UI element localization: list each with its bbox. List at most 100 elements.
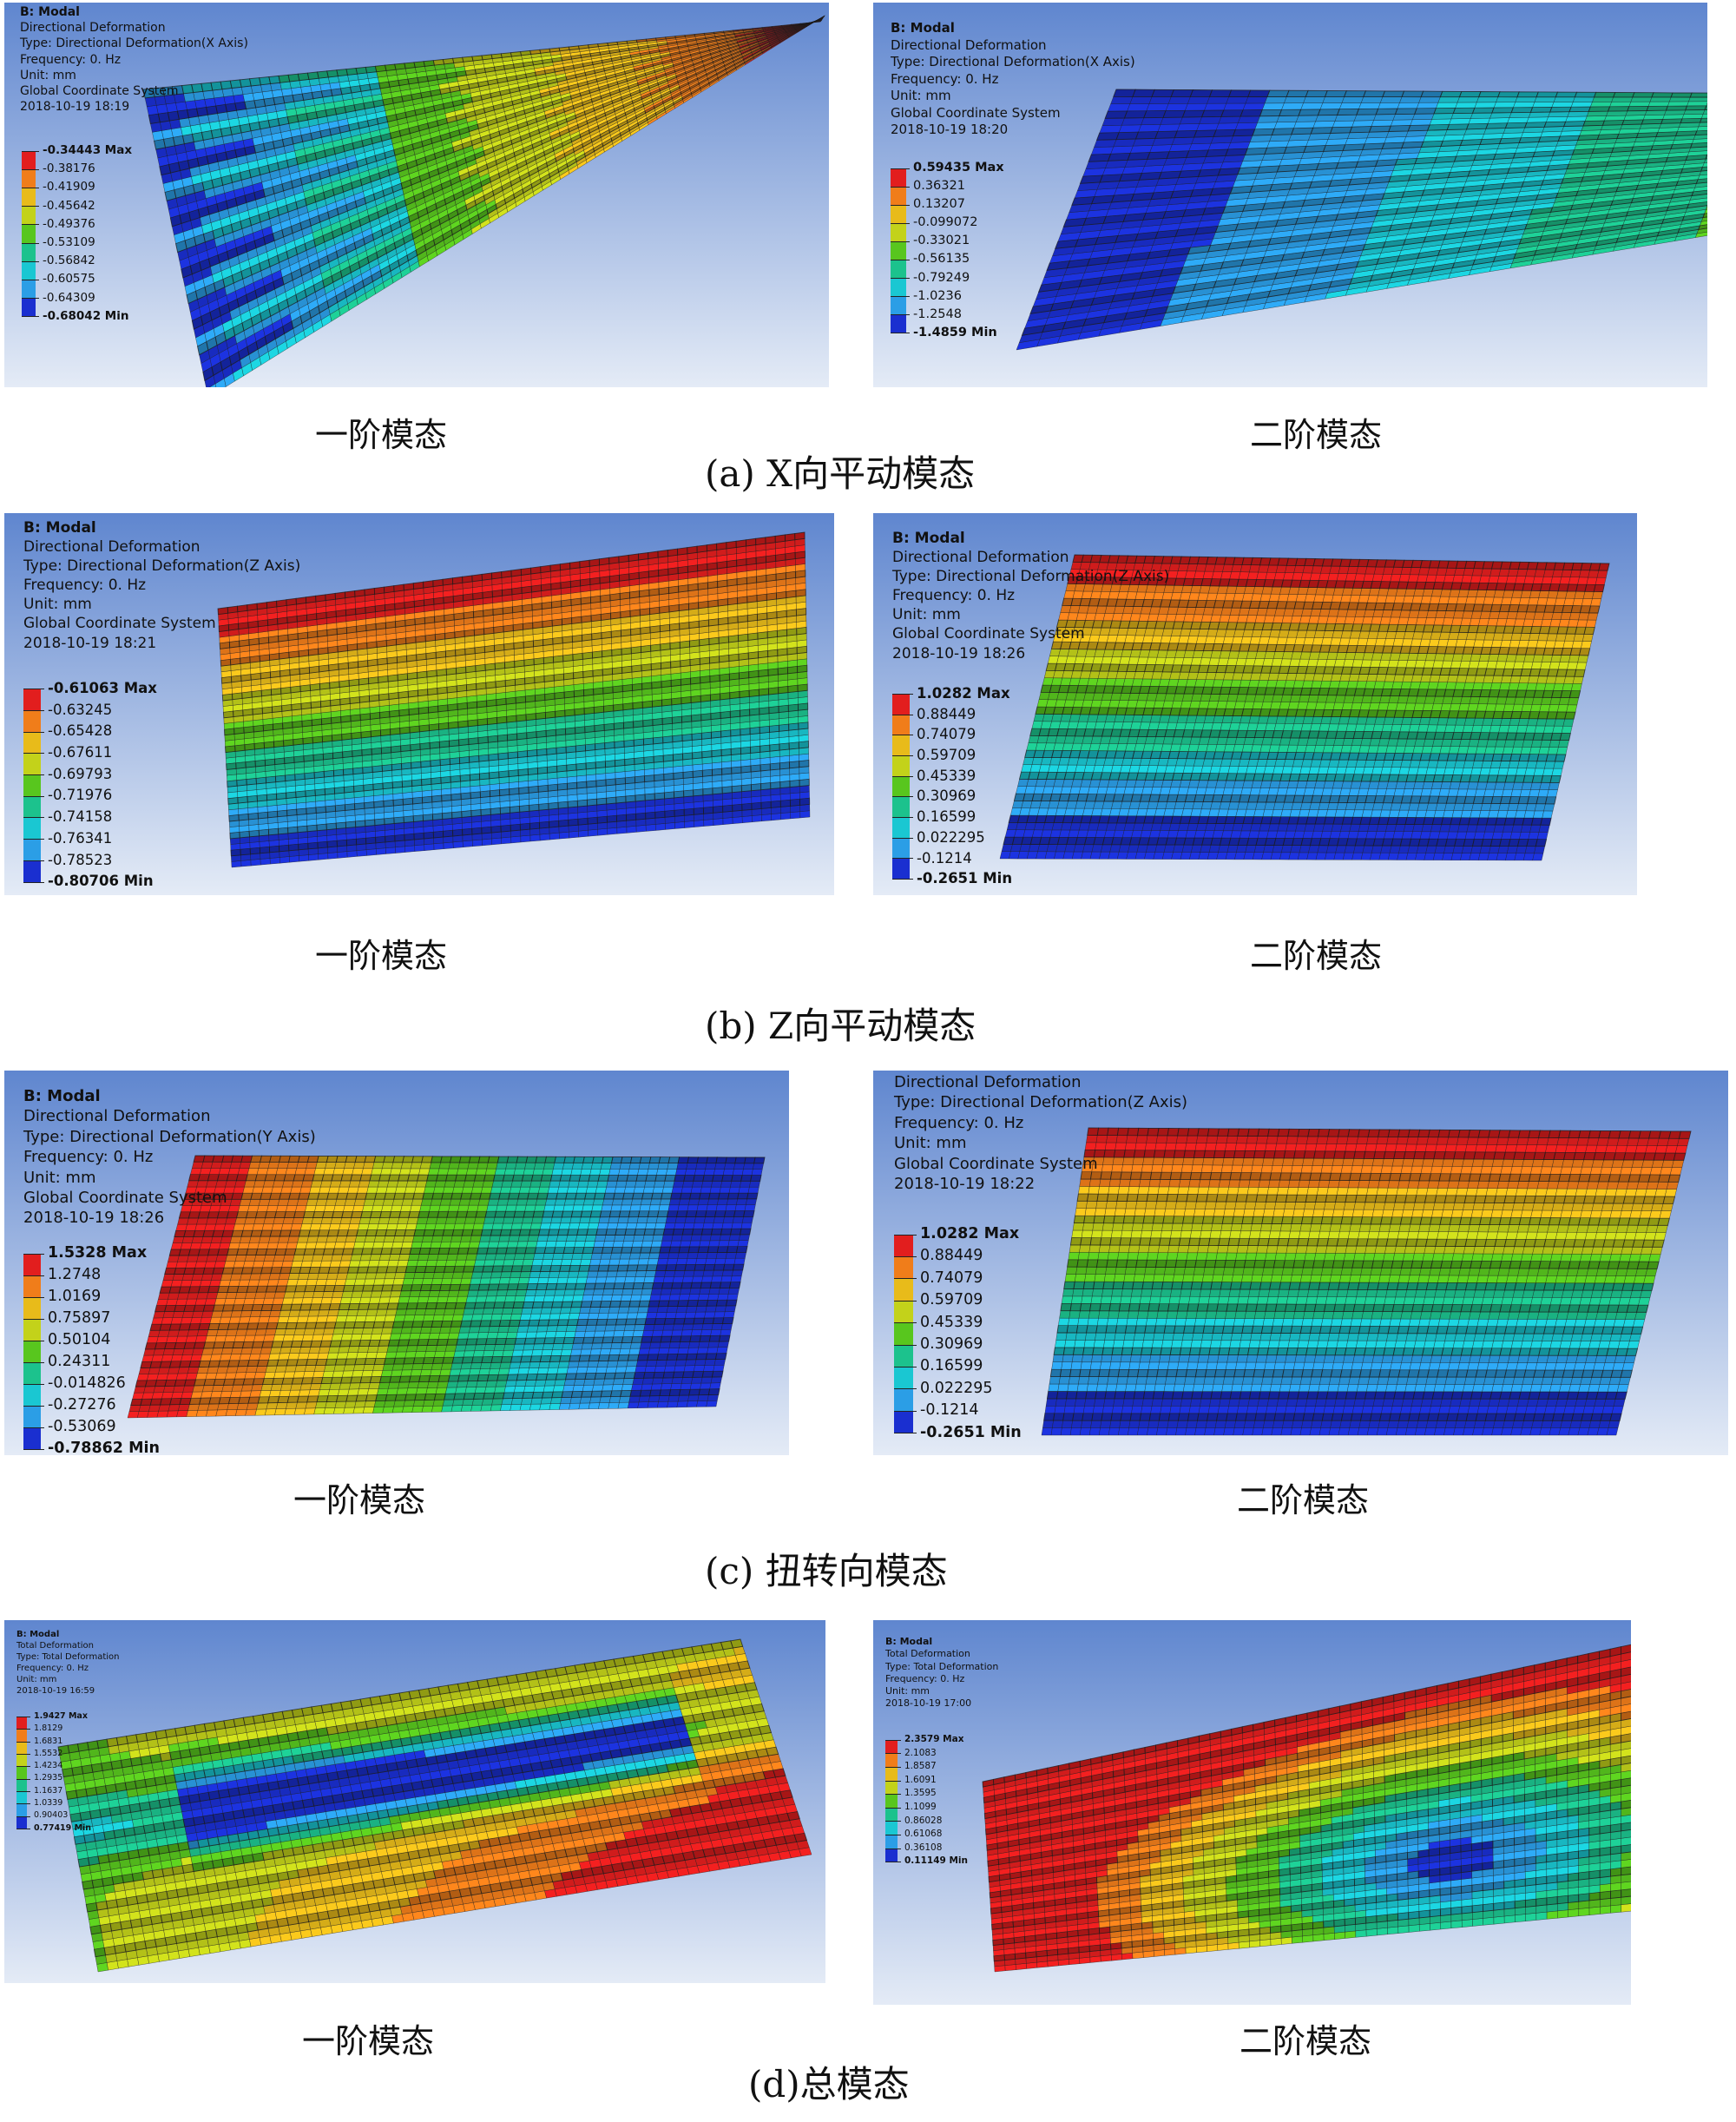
legend-swatch [23,1383,41,1406]
legend-swatch [885,1753,898,1767]
legend-swatch [891,186,906,205]
panel-b2: B: Modal Directional Deformation Type: Dir… [873,513,1637,895]
header-line: B: Modal [23,1086,316,1106]
panel-b1: B: Modal Directional Deformation Type: Dir… [4,513,834,895]
legend-label: -0.60575 [43,270,95,288]
legend-label: -0.41909 [43,178,95,196]
result-header: B: Modal Directional Deformation Type: Dir… [892,529,1169,663]
legend-swatch [16,1778,27,1791]
legend-swatch [891,296,906,315]
legend-tick [885,1780,901,1782]
legend-tick [23,839,44,840]
fea-viewport [4,1620,825,1983]
legend-tick [22,316,39,318]
header-line: B: Modal [16,1629,120,1640]
legend-tick [891,278,910,280]
legend-label: -0.63245 [48,700,112,722]
legend-tick [894,1322,917,1324]
legend-swatch [892,796,910,817]
result-header: B: Modal Directional Deformation Type: Dir… [23,1086,316,1229]
panel-c2: Directional Deformation Type: Directional… [873,1071,1728,1455]
legend-swatch [891,260,906,279]
legend-tick [891,241,910,242]
legend-swatch [23,839,41,860]
legend-swatch [891,314,906,333]
legend-label: 2.3579 Max [904,1733,963,1747]
legend-swatch [23,689,41,711]
legend-label: 1.8129 [34,1723,62,1735]
legend-swatch [892,755,910,776]
header-line: Global Coordinate System [894,1154,1187,1174]
legend-label: -0.65428 [48,721,112,742]
header-line: Directional Deformation [23,1106,316,1126]
legend-tick [894,1300,917,1302]
header-line: Global Coordinate System [891,105,1135,122]
legend-label: 0.59709 [917,745,976,766]
legend-swatch [894,1300,913,1323]
legend-tick [885,1821,901,1822]
legend-label: 1.0282 Max [917,683,1010,704]
result-header: B: Modal Total Deformation Type: Total Def… [16,1629,120,1697]
legend-tick [894,1278,917,1280]
deformation-mesh [57,1638,812,1973]
legend-label: -0.34443 Max [43,142,132,160]
result-header: B: Modal Directional Deformation Type: Dir… [23,518,300,653]
header-line: Type: Directional Deformation(Y Axis) [23,1127,316,1147]
legend-label: -0.53069 [48,1416,116,1438]
header-line: 2018-10-19 18:20 [891,122,1135,139]
legend-label: 1.9427 Max [34,1710,88,1723]
legend-label: -0.69793 [48,764,112,786]
header-line: Total Deformation [885,1648,998,1660]
legend-tick [885,1794,901,1796]
legend-tick [23,860,44,861]
legend-swatch [23,817,41,840]
header-line: Global Coordinate System [23,1188,316,1208]
legend-tick [22,150,39,152]
legend-label: -0.38176 [43,160,95,178]
legend-label: -0.64309 [43,289,95,307]
legend-label: 0.13207 [913,195,965,214]
legend-swatch [23,710,41,732]
legend-tick [22,298,39,300]
legend-swatch [892,858,910,880]
legend-swatch [23,1405,41,1427]
fea-viewport [873,1620,1631,2005]
legend-swatch [23,1427,41,1449]
legend-label: -0.68042 Min [43,307,128,326]
legend-label: -0.1214 [917,848,972,869]
legend-label: 0.86028 [904,1815,942,1829]
legend-label: -0.61063 Max [48,678,157,700]
legend-label: -0.2651 Min [917,868,1012,889]
header-line: Frequency: 0. Hz [20,52,248,68]
legend-swatch [16,1741,27,1755]
legend-label: -0.74158 [48,807,112,828]
caption-a-title: (a) X向平动模态 [705,445,975,498]
header-line: 2018-10-19 18:26 [892,644,1169,663]
legend-label: -0.099072 [913,214,977,232]
fea-viewport [873,3,1707,387]
legend-tick [894,1410,917,1412]
panel-c1: B: Modal Directional Deformation Type: Dir… [4,1071,789,1455]
deformation-mesh [999,554,1610,861]
legend-label: 1.2935 [34,1772,62,1784]
legend-swatch [22,224,36,243]
legend-swatch [894,1410,913,1433]
header-line: Unit: mm [16,1674,120,1685]
deformation-mesh [982,1644,1631,1973]
header-line: Directional Deformation [892,548,1169,567]
legend-swatch [892,816,910,838]
legend-swatch [23,731,41,754]
legend-swatch [894,1367,913,1389]
legend-tick [16,1816,30,1817]
legend-swatch [16,1729,27,1742]
header-line: Global Coordinate System [23,614,300,633]
legend-label: 1.5328 Max [48,1242,147,1264]
legend-tick [885,1766,901,1768]
header-line: Type: Total Deformation [16,1651,120,1663]
legend-swatch [23,1253,41,1275]
legend-swatch [891,278,906,297]
legend-swatch [22,298,36,317]
header-line: B: Modal [23,518,300,537]
legend-label: 0.45339 [920,1312,983,1334]
legend-label: -0.80706 Min [48,871,154,893]
